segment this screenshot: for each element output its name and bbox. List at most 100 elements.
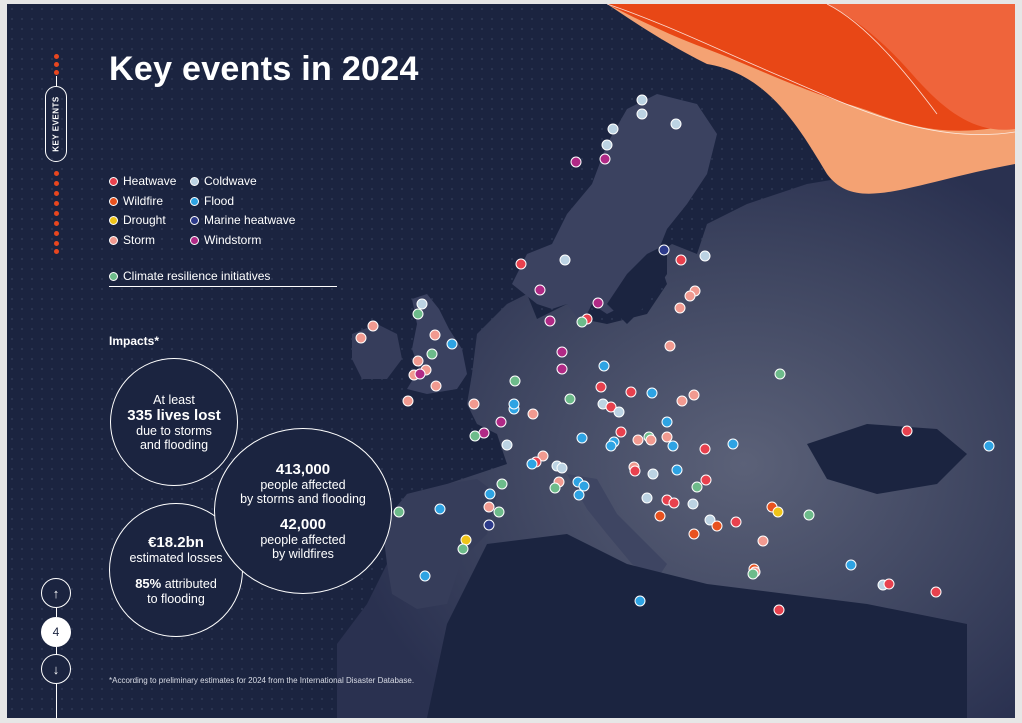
coldwave-marker[interactable]	[636, 94, 648, 106]
resilience-initiative-marker[interactable]	[426, 348, 438, 360]
windstorm-marker[interactable]	[570, 156, 582, 168]
windstorm-marker[interactable]	[414, 368, 426, 380]
storm-marker[interactable]	[412, 355, 424, 367]
resilience-initiative-marker[interactable]	[493, 506, 505, 518]
previous-page-button[interactable]: ↑	[41, 578, 71, 608]
storm-marker[interactable]	[468, 398, 480, 410]
coldwave-marker[interactable]	[670, 118, 682, 130]
coldwave-marker[interactable]	[647, 468, 659, 480]
coldwave-marker[interactable]	[699, 250, 711, 262]
flood-marker[interactable]	[446, 338, 458, 350]
flood-marker[interactable]	[667, 440, 679, 452]
flood-marker[interactable]	[526, 458, 538, 470]
wildfire-marker[interactable]	[688, 528, 700, 540]
storm-marker[interactable]	[676, 395, 688, 407]
heatwave-marker[interactable]	[700, 474, 712, 486]
storm-marker[interactable]	[674, 302, 686, 314]
resilience-initiative-marker[interactable]	[564, 393, 576, 405]
flood-marker[interactable]	[605, 440, 617, 452]
storm-marker[interactable]	[757, 535, 769, 547]
resilience-initiative-marker[interactable]	[747, 568, 759, 580]
heatwave-marker[interactable]	[675, 254, 687, 266]
heatwave-marker[interactable]	[901, 425, 913, 437]
windstorm-marker[interactable]	[495, 416, 507, 428]
resilience-initiative-marker[interactable]	[549, 482, 561, 494]
flood-marker[interactable]	[573, 489, 585, 501]
resilience-initiative-marker[interactable]	[509, 375, 521, 387]
coldwave-marker[interactable]	[613, 406, 625, 418]
storm-marker[interactable]	[684, 290, 696, 302]
flood-marker[interactable]	[419, 570, 431, 582]
coldwave-marker[interactable]	[416, 298, 428, 310]
heatwave-marker[interactable]	[930, 586, 942, 598]
storm-marker[interactable]	[430, 380, 442, 392]
resilience-initiative-marker[interactable]	[576, 316, 588, 328]
heatwave-marker[interactable]	[773, 604, 785, 616]
resilience-initiative-marker[interactable]	[469, 430, 481, 442]
heatwave-marker[interactable]	[595, 381, 607, 393]
flood-marker[interactable]	[484, 488, 496, 500]
coldwave-marker[interactable]	[641, 492, 653, 504]
wildfire-marker[interactable]	[711, 520, 723, 532]
drought-marker[interactable]	[772, 506, 784, 518]
storm-marker[interactable]	[661, 431, 673, 443]
resilience-initiative-marker[interactable]	[774, 368, 786, 380]
windstorm-marker[interactable]	[599, 153, 611, 165]
heatwave-marker[interactable]	[629, 465, 641, 477]
storm-marker[interactable]	[664, 340, 676, 352]
wildfire-marker[interactable]	[654, 510, 666, 522]
coldwave-marker[interactable]	[687, 498, 699, 510]
heatwave-marker[interactable]	[883, 578, 895, 590]
heatwave-marker[interactable]	[625, 386, 637, 398]
windstorm-marker[interactable]	[592, 297, 604, 309]
resilience-initiative-marker[interactable]	[496, 478, 508, 490]
coldwave-marker[interactable]	[556, 462, 568, 474]
storm-marker[interactable]	[527, 408, 539, 420]
heatwave-marker[interactable]	[730, 516, 742, 528]
flood-marker[interactable]	[434, 503, 446, 515]
flood-marker[interactable]	[845, 559, 857, 571]
coldwave-marker[interactable]	[607, 123, 619, 135]
coldwave-marker[interactable]	[559, 254, 571, 266]
resilience-initiative-marker[interactable]	[412, 308, 424, 320]
heatwave-marker[interactable]	[515, 258, 527, 270]
flood-marker[interactable]	[727, 438, 739, 450]
flood-marker[interactable]	[598, 360, 610, 372]
section-tab-key-events[interactable]: KEY EVENTS	[45, 86, 67, 162]
storm-marker[interactable]	[537, 450, 549, 462]
heatwave-marker[interactable]	[615, 426, 627, 438]
windstorm-marker[interactable]	[544, 315, 556, 327]
flood-marker[interactable]	[634, 595, 646, 607]
storm-marker[interactable]	[645, 434, 657, 446]
coldwave-marker[interactable]	[601, 139, 613, 151]
next-page-button[interactable]: ↓	[41, 654, 71, 684]
flood-marker[interactable]	[508, 398, 520, 410]
storm-marker[interactable]	[367, 320, 379, 332]
coldwave-marker[interactable]	[704, 514, 716, 526]
storm-marker[interactable]	[402, 395, 414, 407]
resilience-initiative-marker[interactable]	[457, 543, 469, 555]
marine-heatwave-marker[interactable]	[483, 519, 495, 531]
heatwave-marker[interactable]	[699, 443, 711, 455]
windstorm-marker[interactable]	[556, 363, 568, 375]
resilience-initiative-marker[interactable]	[803, 509, 815, 521]
windstorm-marker[interactable]	[556, 346, 568, 358]
resilience-initiative-marker[interactable]	[691, 481, 703, 493]
flood-marker[interactable]	[576, 432, 588, 444]
marine-heatwave-marker[interactable]	[658, 244, 670, 256]
storm-marker[interactable]	[429, 329, 441, 341]
storm-marker[interactable]	[483, 501, 495, 513]
storm-marker[interactable]	[355, 332, 367, 344]
heatwave-marker[interactable]	[668, 497, 680, 509]
storm-marker[interactable]	[632, 434, 644, 446]
storm-marker[interactable]	[688, 389, 700, 401]
coldwave-marker[interactable]	[636, 108, 648, 120]
flood-marker[interactable]	[661, 416, 673, 428]
flood-marker[interactable]	[983, 440, 995, 452]
resilience-initiative-marker[interactable]	[393, 506, 405, 518]
flood-marker[interactable]	[578, 480, 590, 492]
flood-marker[interactable]	[646, 387, 658, 399]
flood-marker[interactable]	[671, 464, 683, 476]
coldwave-marker[interactable]	[501, 439, 513, 451]
windstorm-marker[interactable]	[534, 284, 546, 296]
